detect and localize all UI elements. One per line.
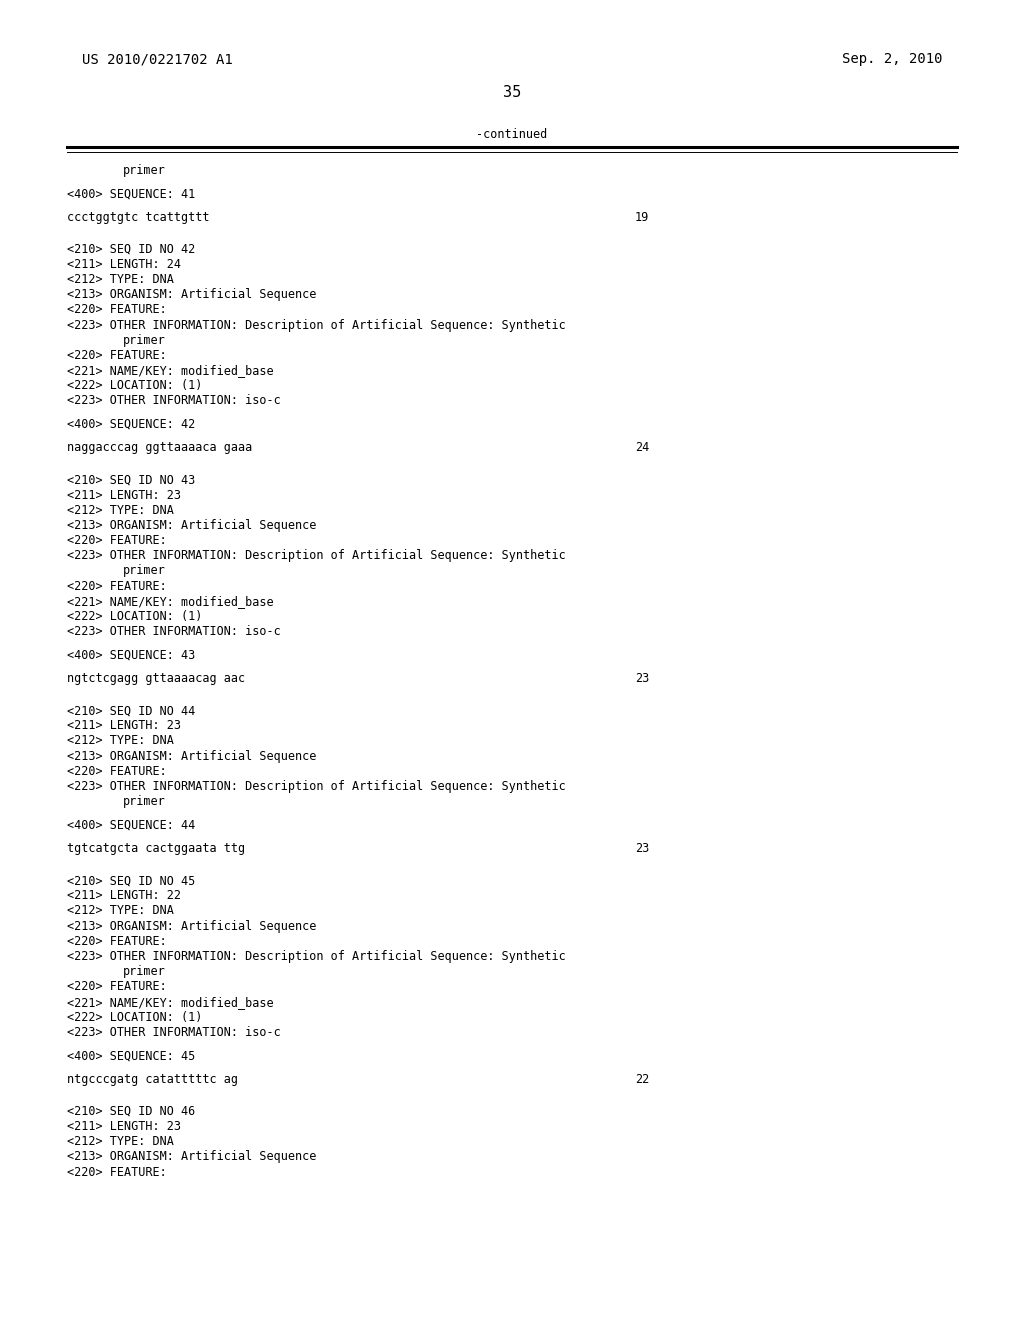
Text: primer: primer (123, 565, 166, 577)
Text: <211> LENGTH: 23: <211> LENGTH: 23 (67, 1119, 180, 1133)
Text: <223> OTHER INFORMATION: iso-c: <223> OTHER INFORMATION: iso-c (67, 626, 281, 638)
Text: <400> SEQUENCE: 41: <400> SEQUENCE: 41 (67, 187, 195, 201)
Text: ngtctcgagg gttaaaacag aac: ngtctcgagg gttaaaacag aac (67, 672, 245, 685)
Text: <223> OTHER INFORMATION: iso-c: <223> OTHER INFORMATION: iso-c (67, 1026, 281, 1039)
Text: <210> SEQ ID NO 44: <210> SEQ ID NO 44 (67, 704, 195, 717)
Text: <213> ORGANISM: Artificial Sequence: <213> ORGANISM: Artificial Sequence (67, 750, 316, 763)
Text: <400> SEQUENCE: 45: <400> SEQUENCE: 45 (67, 1049, 195, 1063)
Text: <400> SEQUENCE: 42: <400> SEQUENCE: 42 (67, 418, 195, 430)
Text: <222> LOCATION: (1): <222> LOCATION: (1) (67, 610, 202, 623)
Text: <220> FEATURE:: <220> FEATURE: (67, 579, 166, 593)
Text: <221> NAME/KEY: modified_base: <221> NAME/KEY: modified_base (67, 364, 273, 378)
Text: tgtcatgcta cactggaata ttg: tgtcatgcta cactggaata ttg (67, 842, 245, 855)
Text: <210> SEQ ID NO 46: <210> SEQ ID NO 46 (67, 1105, 195, 1118)
Text: <210> SEQ ID NO 43: <210> SEQ ID NO 43 (67, 474, 195, 486)
Text: <212> TYPE: DNA: <212> TYPE: DNA (67, 504, 173, 516)
Text: ntgcccgatg catatttttc ag: ntgcccgatg catatttttc ag (67, 1073, 238, 1086)
Text: Sep. 2, 2010: Sep. 2, 2010 (842, 53, 942, 66)
Text: <222> LOCATION: (1): <222> LOCATION: (1) (67, 379, 202, 392)
Text: 19: 19 (635, 211, 649, 223)
Text: <220> FEATURE:: <220> FEATURE: (67, 764, 166, 777)
Text: <220> FEATURE:: <220> FEATURE: (67, 935, 166, 948)
Text: <212> TYPE: DNA: <212> TYPE: DNA (67, 1135, 173, 1148)
Text: primer: primer (123, 965, 166, 978)
Text: primer: primer (123, 334, 166, 347)
Text: <220> FEATURE:: <220> FEATURE: (67, 304, 166, 317)
Text: <213> ORGANISM: Artificial Sequence: <213> ORGANISM: Artificial Sequence (67, 288, 316, 301)
Text: <211> LENGTH: 24: <211> LENGTH: 24 (67, 257, 180, 271)
Text: primer: primer (123, 795, 166, 808)
Text: <211> LENGTH: 22: <211> LENGTH: 22 (67, 890, 180, 903)
Text: <223> OTHER INFORMATION: Description of Artificial Sequence: Synthetic: <223> OTHER INFORMATION: Description of … (67, 318, 565, 331)
Text: <223> OTHER INFORMATION: Description of Artificial Sequence: Synthetic: <223> OTHER INFORMATION: Description of … (67, 780, 565, 793)
Text: <221> NAME/KEY: modified_base: <221> NAME/KEY: modified_base (67, 995, 273, 1008)
Text: <220> FEATURE:: <220> FEATURE: (67, 535, 166, 546)
Text: <213> ORGANISM: Artificial Sequence: <213> ORGANISM: Artificial Sequence (67, 920, 316, 933)
Text: <221> NAME/KEY: modified_base: <221> NAME/KEY: modified_base (67, 595, 273, 607)
Text: <212> TYPE: DNA: <212> TYPE: DNA (67, 273, 173, 286)
Text: -continued: -continued (476, 128, 548, 141)
Text: primer: primer (123, 164, 166, 177)
Text: 23: 23 (635, 672, 649, 685)
Text: <210> SEQ ID NO 42: <210> SEQ ID NO 42 (67, 243, 195, 256)
Text: ccctggtgtc tcattgttt: ccctggtgtc tcattgttt (67, 211, 209, 223)
Text: 23: 23 (635, 842, 649, 855)
Text: naggacccag ggttaaaaca gaaa: naggacccag ggttaaaaca gaaa (67, 441, 252, 454)
Text: <211> LENGTH: 23: <211> LENGTH: 23 (67, 719, 180, 733)
Text: <222> LOCATION: (1): <222> LOCATION: (1) (67, 1011, 202, 1024)
Text: <220> FEATURE:: <220> FEATURE: (67, 1166, 166, 1179)
Text: <213> ORGANISM: Artificial Sequence: <213> ORGANISM: Artificial Sequence (67, 1150, 316, 1163)
Text: 22: 22 (635, 1073, 649, 1086)
Text: 35: 35 (503, 84, 521, 100)
Text: <223> OTHER INFORMATION: Description of Artificial Sequence: Synthetic: <223> OTHER INFORMATION: Description of … (67, 549, 565, 562)
Text: <210> SEQ ID NO 45: <210> SEQ ID NO 45 (67, 874, 195, 887)
Text: <213> ORGANISM: Artificial Sequence: <213> ORGANISM: Artificial Sequence (67, 519, 316, 532)
Text: <211> LENGTH: 23: <211> LENGTH: 23 (67, 488, 180, 502)
Text: <220> FEATURE:: <220> FEATURE: (67, 981, 166, 994)
Text: 24: 24 (635, 441, 649, 454)
Text: <400> SEQUENCE: 43: <400> SEQUENCE: 43 (67, 648, 195, 661)
Text: <400> SEQUENCE: 44: <400> SEQUENCE: 44 (67, 818, 195, 832)
Text: <212> TYPE: DNA: <212> TYPE: DNA (67, 734, 173, 747)
Text: <223> OTHER INFORMATION: Description of Artificial Sequence: Synthetic: <223> OTHER INFORMATION: Description of … (67, 950, 565, 964)
Text: <220> FEATURE:: <220> FEATURE: (67, 348, 166, 362)
Text: <223> OTHER INFORMATION: iso-c: <223> OTHER INFORMATION: iso-c (67, 395, 281, 408)
Text: <212> TYPE: DNA: <212> TYPE: DNA (67, 904, 173, 917)
Text: US 2010/0221702 A1: US 2010/0221702 A1 (82, 53, 232, 66)
